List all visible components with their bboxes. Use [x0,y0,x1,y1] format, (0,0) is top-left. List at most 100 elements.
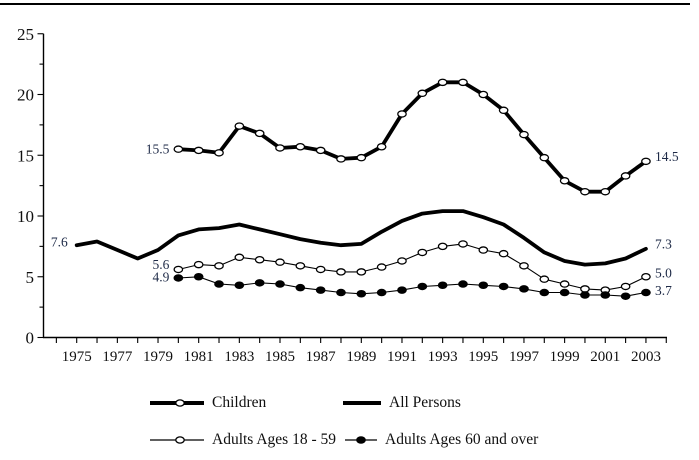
open-marker [336,155,346,163]
open-marker [173,145,184,153]
open-marker [437,242,448,251]
filled-marker [356,436,366,444]
open-marker [458,240,468,248]
data-label: 5.0 [655,265,672,280]
open-marker [175,436,185,444]
data-label: 7.3 [655,236,672,251]
open-marker [254,129,265,138]
series-markers [173,272,651,300]
series-adults-ages-60-and-over [173,272,651,300]
filled-marker [376,288,387,297]
series-markers [173,78,651,196]
data-label: 5.6 [152,257,169,272]
filled-marker [600,291,611,299]
open-marker [397,257,407,265]
filled-marker [620,292,631,300]
open-marker [336,268,346,276]
x-tick-label: 1979 [143,349,173,365]
open-marker [539,153,550,162]
open-marker [620,172,631,180]
series-line [177,243,647,291]
filled-marker [458,280,468,288]
open-marker [539,275,550,283]
y-tick-label: 10 [17,207,34,226]
x-tick-label: 1997 [509,349,540,365]
open-marker [498,106,509,115]
open-marker [173,265,184,274]
open-marker [417,248,428,257]
series-line [176,80,648,194]
open-marker [397,110,407,118]
open-marker [275,258,285,266]
x-tick-label: 1995 [468,349,498,365]
x-tick-label: 1991 [387,349,417,365]
filled-marker [397,286,407,294]
y-tick-labels: 0 5 10 15 20 25 [17,25,34,348]
open-marker [214,149,224,157]
data-label: 14.5 [655,149,679,164]
filled-marker [275,280,285,288]
x-tick-labels: 1975 1977 1979 1981 1983 1985 1987 1989 1991 1993… [62,349,661,365]
filled-marker [315,286,326,294]
legend-label-all-persons: All Persons [389,394,461,411]
filled-marker [498,282,509,291]
legend-swatch-all-persons [343,397,381,409]
x-tick-label: 2001 [590,349,620,365]
filled-marker [356,290,367,298]
series-adults-ages-18-59 [173,240,651,294]
open-marker [559,280,570,288]
x-tick-label: 1975 [62,349,92,365]
open-marker [519,262,529,270]
legend-item-children: Children [150,395,266,411]
filled-marker [580,291,590,299]
open-marker [254,255,265,264]
filled-marker [539,288,550,297]
open-marker [193,260,204,269]
open-marker [641,157,651,166]
open-marker [478,90,489,99]
legend-item-adults-60-over: Adults Ages 60 and over [345,432,538,448]
legend-swatch-adults-18-59 [150,434,204,446]
open-marker [214,262,224,270]
x-tick-label: 2003 [631,349,661,365]
open-marker [193,146,204,155]
legend-item-all-persons: All Persons [343,395,461,411]
open-marker [234,253,245,262]
open-marker [437,78,448,87]
open-marker [315,146,326,155]
open-marker [458,78,468,87]
top-rule [0,3,690,5]
legend-item-adults-18-59: Adults Ages 18 - 59 [150,432,336,448]
open-marker [175,399,185,407]
x-tick-label: 1999 [550,349,580,365]
legend-line-icon [343,401,381,405]
y-tick-label: 0 [26,329,35,348]
y-tick-label: 15 [17,146,34,165]
open-marker [356,153,367,162]
filled-marker [234,281,245,290]
open-marker [498,249,509,258]
x-tick-label: 1983 [224,349,254,365]
filled-marker [214,280,224,288]
open-marker [478,246,489,254]
x-tick-label: 1987 [306,349,337,365]
open-marker [376,263,387,271]
x-tick-label: 1989 [346,349,376,365]
open-marker [580,187,590,196]
legend-line-icon [345,436,377,444]
legend-swatch-adults-60-over [345,434,377,446]
filled-marker [417,282,428,291]
open-marker [295,262,306,270]
open-marker [315,265,326,274]
data-labels: 15.5 7.6 5.64.9 14.5 7.3 5.0 3.7 [51,142,679,298]
filled-marker [559,288,570,297]
open-marker [234,122,245,130]
filled-marker [519,285,529,293]
filled-marker [193,272,204,281]
filled-marker [641,288,651,297]
open-marker [620,282,631,291]
filled-marker [254,279,265,287]
filled-marker [295,283,306,292]
